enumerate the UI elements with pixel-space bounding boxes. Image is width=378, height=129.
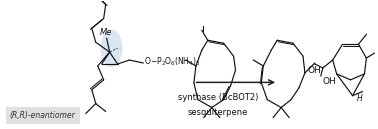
Text: Me: Me	[99, 28, 112, 37]
Text: OH: OH	[323, 77, 336, 86]
Bar	[6, 107, 80, 124]
Text: synthase (BcBOT2): synthase (BcBOT2)	[178, 93, 258, 102]
Text: sesquiterpene: sesquiterpene	[188, 108, 248, 118]
Ellipse shape	[101, 29, 122, 67]
Text: (R,R)-enantiomer: (R,R)-enantiomer	[9, 111, 75, 120]
Text: OH: OH	[308, 66, 322, 75]
Text: O$-$P$_2$O$_6$(NH$_4$)$_3$: O$-$P$_2$O$_6$(NH$_4$)$_3$	[144, 56, 201, 68]
Text: H: H	[356, 94, 362, 103]
